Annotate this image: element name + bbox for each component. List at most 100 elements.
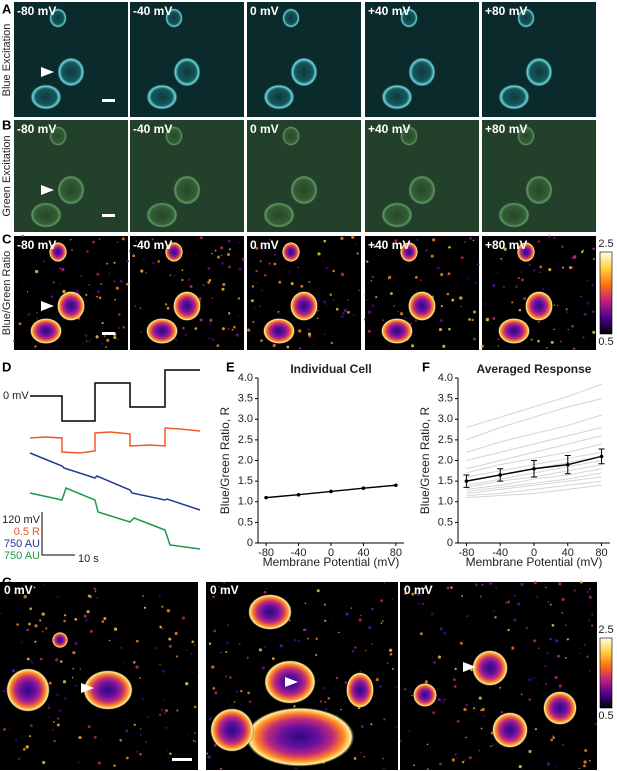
y-tick-label: 3.5 <box>438 393 453 405</box>
speckle <box>117 313 121 316</box>
speckle <box>468 318 471 321</box>
speckle <box>125 282 129 286</box>
speckle <box>161 708 164 711</box>
speckle <box>74 684 77 687</box>
y-tick-label: 2.0 <box>438 454 453 466</box>
speckle <box>366 260 369 263</box>
speckle <box>404 316 407 320</box>
cell <box>290 175 318 205</box>
x-tick-label: 0 <box>531 547 537 559</box>
cell <box>52 632 68 648</box>
speckle <box>330 341 334 345</box>
series-line <box>466 443 602 474</box>
speckle <box>558 684 562 688</box>
speckle <box>474 583 478 587</box>
speckle <box>17 757 21 761</box>
speckle <box>260 339 263 342</box>
speckle <box>580 600 582 602</box>
speckle <box>100 282 103 285</box>
speckle <box>160 665 163 667</box>
speckle <box>404 592 407 595</box>
speckle <box>488 581 493 585</box>
speckle <box>316 589 320 593</box>
speckle <box>88 340 91 343</box>
speckle <box>207 755 211 759</box>
panel-letter: C <box>2 231 12 246</box>
colorbar <box>599 637 613 709</box>
voltage-label: -80 mV <box>17 238 56 252</box>
speckle <box>370 607 374 611</box>
scale-label: 750 AU <box>4 538 40 550</box>
cell <box>381 202 413 228</box>
x-tick-label: 80 <box>595 547 607 559</box>
speckle <box>338 631 340 634</box>
speckle <box>511 646 515 650</box>
y-tick-label: 0.5 <box>238 516 253 528</box>
speckle <box>140 330 143 333</box>
speckle <box>332 269 335 273</box>
speckle <box>132 660 136 664</box>
speckle <box>325 707 328 711</box>
speckle <box>113 764 116 767</box>
speckle <box>268 262 271 265</box>
speckle <box>385 295 387 298</box>
speckle <box>214 249 217 252</box>
speckle <box>186 734 189 736</box>
speckle <box>158 595 161 597</box>
y-tick-label: 1.5 <box>438 475 453 487</box>
speckle <box>277 311 280 315</box>
speckle <box>79 275 82 277</box>
speckle <box>249 331 251 333</box>
speckle <box>278 280 282 284</box>
x-tick-label: 80 <box>390 547 402 559</box>
speckle <box>358 289 360 292</box>
speckle <box>482 714 485 717</box>
speckle <box>71 676 74 679</box>
speckle <box>501 260 504 262</box>
speckle <box>436 266 440 270</box>
speckle <box>560 340 562 342</box>
speckle <box>194 253 196 256</box>
speckle <box>195 740 197 743</box>
speckle <box>212 595 215 599</box>
voltage-label: 0 mV <box>250 4 279 18</box>
speckle <box>533 269 536 272</box>
x-tick-label: 0 <box>328 547 334 559</box>
cell <box>245 707 355 767</box>
colorbar-label: 2.5 <box>598 624 613 636</box>
panel-letter: E <box>226 359 235 374</box>
speckle <box>142 595 144 597</box>
speckle <box>63 697 67 700</box>
speckle <box>59 660 63 663</box>
speckle <box>580 295 582 298</box>
speckle <box>247 691 250 695</box>
cell <box>173 57 201 87</box>
speckle <box>143 606 147 609</box>
speckle <box>11 669 16 673</box>
speckle <box>47 715 50 718</box>
speckle <box>430 612 434 616</box>
speckle <box>461 760 465 764</box>
cell <box>498 84 530 110</box>
speckle <box>592 247 595 251</box>
speckle <box>222 282 226 286</box>
speckle <box>477 749 481 752</box>
speckle <box>586 279 589 282</box>
speckle <box>100 342 104 345</box>
speckle <box>29 735 32 738</box>
speckle <box>417 671 420 673</box>
speckle <box>325 267 328 270</box>
speckle <box>119 279 123 283</box>
speckle <box>548 268 552 272</box>
speckle <box>411 592 415 596</box>
speckle <box>20 641 23 644</box>
speckle <box>85 293 88 297</box>
speckle <box>411 694 413 697</box>
speckle <box>22 747 26 751</box>
speckle <box>308 280 311 284</box>
cell <box>263 202 295 228</box>
speckle <box>60 271 62 273</box>
speckle <box>439 627 443 631</box>
speckle <box>395 685 398 689</box>
speckle <box>579 652 581 655</box>
